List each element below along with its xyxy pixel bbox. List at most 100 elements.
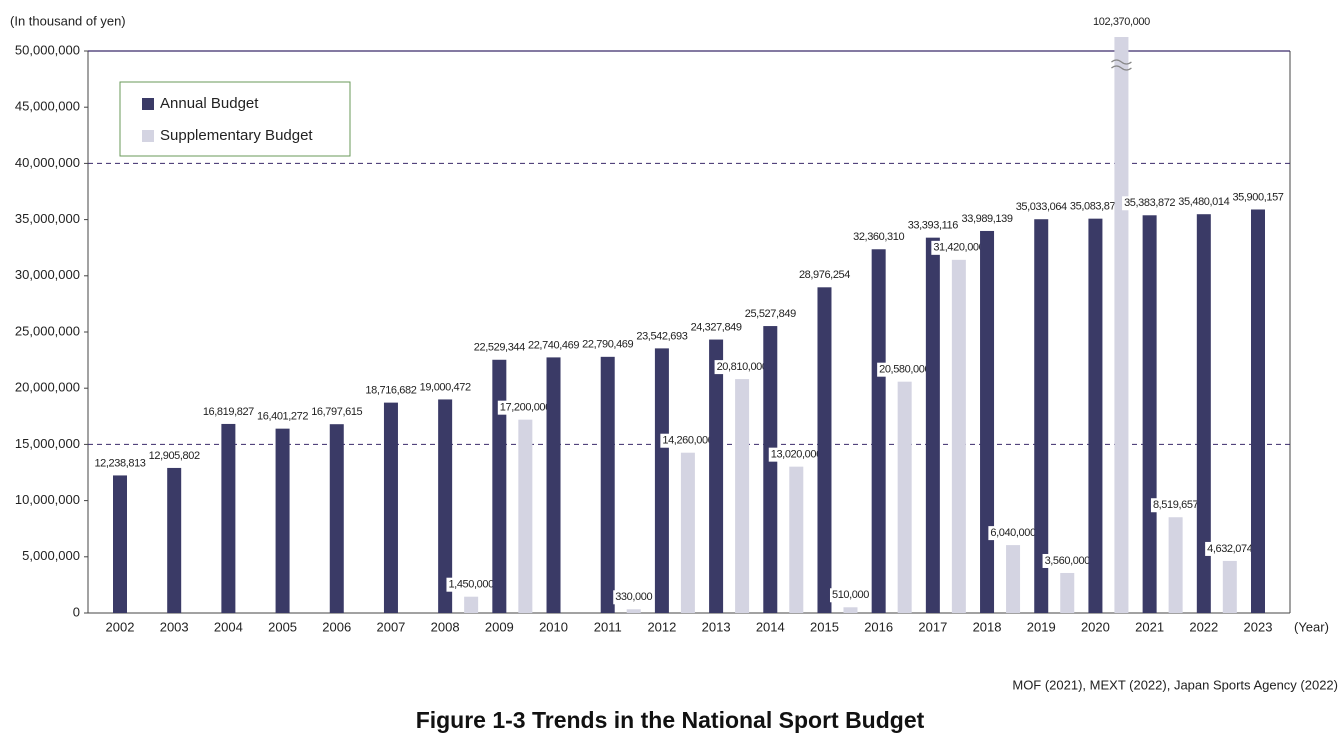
bar: [1196, 214, 1211, 613]
y-tick-label: 50,000,000: [15, 42, 80, 57]
bar: [789, 466, 804, 613]
y-tick-label: 10,000,000: [15, 492, 80, 507]
bar: [817, 287, 832, 613]
x-axis-label: (Year): [1294, 619, 1329, 634]
value-label-bg: [525, 338, 582, 353]
y-tick-label: 45,000,000: [15, 99, 80, 114]
value-label-bg: [580, 337, 636, 352]
x-tick-label: 2019: [1027, 619, 1056, 634]
bar: [951, 259, 966, 613]
x-tick-label: 2002: [106, 619, 135, 634]
value-label: 13,020,000: [771, 449, 822, 461]
value-label-bg: [1042, 553, 1092, 568]
bar: [680, 452, 695, 613]
value-label: 28,976,254: [799, 269, 850, 281]
legend-swatch: [142, 130, 154, 142]
x-tick-label: 2016: [864, 619, 893, 634]
value-label: 16,819,827: [203, 406, 254, 418]
bar: [1222, 560, 1237, 613]
value-label-bg: [905, 218, 960, 233]
x-tick-label: 2009: [485, 619, 514, 634]
bar: [113, 475, 127, 613]
value-label-bg: [1230, 190, 1286, 205]
value-label: 24,327,849: [691, 321, 742, 333]
value-label: 1,450,000: [448, 579, 494, 591]
value-label: 35,083,872: [1070, 201, 1121, 213]
value-label-bg: [309, 405, 365, 420]
value-label-bg: [742, 307, 798, 322]
value-label: 23,542,693: [636, 330, 687, 342]
bar: [275, 428, 290, 613]
value-label: 8,519,657: [1153, 499, 1199, 511]
value-label: 35,383,872: [1124, 197, 1175, 209]
value-label-bg: [959, 211, 1015, 226]
value-label-bg: [417, 380, 473, 395]
y-tick-label: 15,000,000: [15, 436, 80, 451]
x-tick-label: 2020: [1081, 619, 1110, 634]
bar: [1006, 545, 1021, 613]
value-label-bg: [255, 409, 311, 424]
value-label: 35,033,064: [1016, 201, 1067, 213]
value-label-bg: [851, 230, 907, 245]
legend-label: Annual Budget: [160, 95, 259, 112]
bar: [925, 237, 940, 613]
value-label: 33,989,139: [962, 213, 1013, 225]
value-label: 35,900,157: [1232, 191, 1283, 203]
value-label: 510,000: [832, 589, 869, 601]
value-label-bg: [688, 320, 744, 335]
legend-label: Supplementary Budget: [160, 127, 313, 144]
value-label: 25,527,849: [745, 308, 796, 320]
bar: [1060, 572, 1075, 613]
x-tick-label: 2004: [214, 619, 243, 634]
y-tick-label: 25,000,000: [15, 323, 80, 338]
value-label: 22,740,469: [528, 339, 579, 351]
value-label-bg: [1205, 541, 1255, 556]
x-tick-label: 2003: [160, 619, 189, 634]
value-label-bg: [829, 588, 871, 603]
value-label: 22,529,344: [474, 342, 525, 354]
x-tick-label: 2012: [647, 619, 676, 634]
x-tick-label: 2011: [594, 619, 622, 634]
bar: [1251, 209, 1265, 613]
value-label-bg: [1150, 498, 1201, 513]
y-tick-label: 35,000,000: [15, 211, 80, 226]
value-label-bg: [634, 329, 690, 344]
bar: [1168, 517, 1183, 613]
value-label: 3,560,000: [1045, 555, 1091, 567]
bar: [1142, 215, 1157, 613]
value-label-bg: [988, 526, 1038, 541]
value-label: 20,580,000: [879, 364, 930, 376]
chart-title: Figure 1-3 Trends in the National Sport …: [416, 707, 925, 733]
x-tick-label: 2014: [756, 619, 785, 634]
value-label: 16,401,272: [257, 411, 308, 423]
value-label-bg: [1091, 15, 1152, 29]
x-tick-label: 2008: [431, 619, 460, 634]
value-label: 102,370,000: [1093, 16, 1150, 28]
value-label: 16,797,615: [311, 406, 362, 418]
value-label: 17,200,000: [500, 402, 551, 414]
bar: [438, 399, 453, 613]
x-tick-label: 2022: [1189, 619, 1218, 634]
x-tick-label: 2005: [268, 619, 297, 634]
value-label-bg: [613, 590, 655, 605]
value-label-bg: [796, 268, 853, 283]
value-label: 4,632,074: [1207, 543, 1253, 555]
value-label: 6,040,000: [990, 527, 1036, 539]
value-label: 35,480,014: [1178, 196, 1229, 208]
legend-swatch: [142, 98, 154, 110]
value-label-bg: [363, 383, 419, 398]
bar: [546, 357, 561, 613]
bar: [843, 607, 858, 613]
value-label-bg: [200, 404, 256, 419]
value-label: 20,810,000: [717, 361, 768, 373]
bar: [464, 596, 479, 613]
y-tick-label: 20,000,000: [15, 380, 80, 395]
x-tick-label: 2015: [810, 619, 839, 634]
bar: [221, 423, 236, 613]
bar: [383, 402, 398, 613]
axis-break: [1111, 59, 1132, 71]
bar: [871, 249, 886, 613]
value-label-bg: [1176, 195, 1232, 210]
bar: [626, 609, 641, 613]
